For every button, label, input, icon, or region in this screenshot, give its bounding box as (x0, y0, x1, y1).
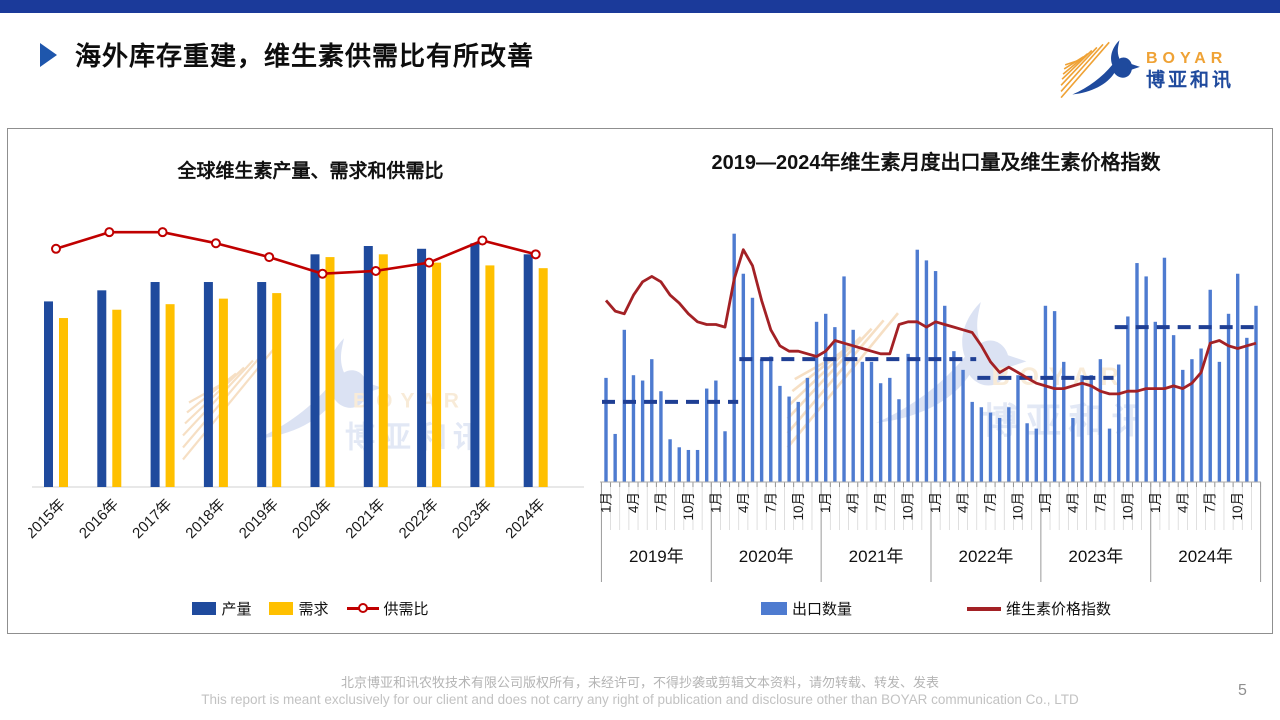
svg-text:4月: 4月 (1065, 492, 1080, 513)
svg-text:1月: 1月 (1148, 492, 1163, 513)
right-chart-legend: 出口数量 维生素价格指数 (600, 598, 1272, 619)
svg-text:10月: 10月 (1230, 492, 1245, 521)
svg-text:1月: 1月 (1038, 492, 1053, 513)
brand-text: BOYAR (1146, 50, 1228, 68)
svg-text:2016年: 2016年 (76, 496, 122, 542)
page-title: 海外库存重建，维生素供需比有所改善 (75, 41, 535, 71)
svg-text:2019年: 2019年 (236, 496, 282, 542)
legend-item-production: 产量 (192, 598, 251, 619)
legend-label: 需求 (298, 601, 329, 618)
legend-item-demand: 需求 (269, 598, 329, 619)
boyar-logo: BOYAR 博亚和讯 (1058, 28, 1272, 114)
production-swatch-icon (192, 602, 217, 615)
footer-disclaimer-en: This report is meant exclusively for our… (201, 692, 1079, 707)
export-swatch-icon (760, 602, 787, 615)
svg-text:2020年: 2020年 (739, 547, 794, 566)
demand-swatch-icon (269, 602, 294, 615)
svg-text:7月: 7月 (763, 492, 778, 513)
svg-text:7月: 7月 (1203, 492, 1218, 513)
svg-text:4月: 4月 (626, 492, 641, 513)
svg-text:2018年: 2018年 (183, 496, 229, 542)
legend-label: 维生素价格指数 (1006, 601, 1112, 618)
footer-copyright-cn: 北京博亚和讯农牧技术有限公司版权所有，未经许可，不得抄袭或剪辑文本资料，请勿转载… (340, 675, 939, 690)
svg-text:2021年: 2021年 (849, 547, 904, 566)
legend-item-export: 出口数量 (760, 598, 852, 619)
legend-label: 出口数量 (791, 601, 852, 618)
svg-text:2015年: 2015年 (28, 496, 69, 542)
svg-text:2022年: 2022年 (959, 547, 1014, 566)
svg-text:2020年: 2020年 (289, 496, 335, 542)
left-chart-title: 全球维生素产量、需求和供需比 (177, 161, 444, 182)
svg-text:4月: 4月 (846, 492, 861, 513)
svg-text:4月: 4月 (956, 492, 971, 513)
legend-item-ratio: 供需比 (346, 598, 429, 619)
svg-text:10月: 10月 (791, 492, 806, 521)
right-chart-canvas: 2019年 2020年 2021年 2022年 2023年 2024年 1月 4月 7月 10月 1… (600, 233, 1262, 582)
svg-text:4月: 4月 (1175, 492, 1190, 513)
svg-text:2021年: 2021年 (342, 496, 388, 542)
legend-label: 产量 (221, 601, 252, 618)
left-chart-canvas: 2015年 2016年 2017年 2018年 2019年 2020年 2021年 2022年… (28, 227, 584, 542)
svg-text:4月: 4月 (736, 492, 751, 513)
svg-text:7月: 7月 (983, 492, 998, 513)
right-chart: 2019—2024年维生素月度出口量及维生素价格指数 2019年 2020年 202… (600, 140, 1272, 620)
svg-text:10月: 10月 (1010, 492, 1025, 521)
svg-text:7月: 7月 (873, 492, 888, 513)
legend-label: 供需比 (383, 601, 429, 618)
svg-text:2019年: 2019年 (629, 547, 684, 566)
title-triangle-icon (40, 42, 57, 67)
top-accent-bar (0, 0, 1280, 13)
legend-item-price-index: 维生素价格指数 (967, 598, 1111, 619)
svg-text:7月: 7月 (653, 492, 668, 513)
svg-text:1月: 1月 (708, 492, 723, 513)
svg-text:7月: 7月 (1093, 492, 1108, 513)
svg-text:1月: 1月 (928, 492, 943, 513)
svg-text:2022年: 2022年 (396, 496, 442, 542)
page-number: 5 (1238, 682, 1247, 699)
boyar-bird-icon (1060, 40, 1140, 99)
boyar-logo-texts: BOYAR 博亚和讯 (1146, 49, 1234, 93)
left-chart-legend: 产量 需求 供需比 (28, 598, 593, 619)
svg-text:2023年: 2023年 (449, 496, 495, 542)
left-chart: 全球维生素产量、需求和供需比 2015年 2016年 2017年 2018年 2019年… (28, 140, 593, 620)
brand-cn-text: 博亚和讯 (1146, 70, 1235, 92)
price-index-line-icon (967, 606, 1001, 611)
svg-text:10月: 10月 (1120, 492, 1135, 521)
svg-text:1月: 1月 (818, 492, 833, 513)
svg-text:1月: 1月 (600, 492, 614, 513)
svg-text:2017年: 2017年 (129, 496, 175, 542)
svg-text:10月: 10月 (681, 492, 696, 521)
svg-text:10月: 10月 (901, 492, 916, 521)
svg-text:2023年: 2023年 (1068, 547, 1123, 566)
right-chart-title: 2019—2024年维生素月度出口量及维生素价格指数 (711, 152, 1161, 174)
svg-text:2024年: 2024年 (1178, 547, 1233, 566)
svg-text:2024年: 2024年 (502, 496, 548, 542)
title-row: 海外库存重建，维生素供需比有所改善 (40, 36, 534, 73)
ratio-line-marker-icon (346, 603, 379, 613)
